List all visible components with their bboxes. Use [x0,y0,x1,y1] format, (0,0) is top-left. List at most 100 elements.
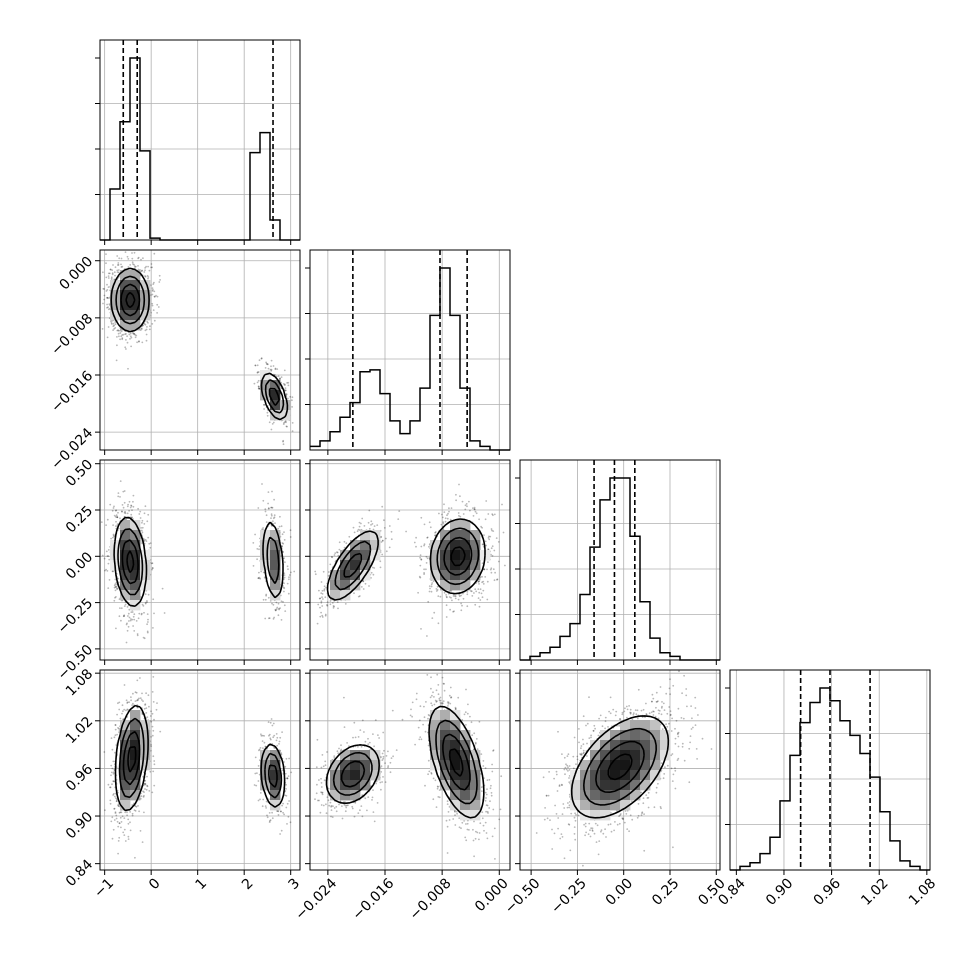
scatter-point [107,587,110,589]
scatter-point [440,702,443,705]
scatter-point [151,304,154,307]
scatter-point [153,319,156,322]
scatter-point [361,719,364,722]
scatter-point [113,327,116,330]
scatter-point [567,823,570,825]
scatter-point [677,731,680,734]
scatter-point [327,799,330,802]
scatter-point [488,807,491,809]
scatter-point [335,810,338,813]
scatter-point [548,771,550,773]
scatter-point [573,816,576,819]
y-tick-label: −0.25 [55,596,97,638]
scatter-point [117,805,120,807]
density-cell [330,770,341,781]
scatter-point [285,425,288,428]
scatter-point [671,753,674,755]
scatter-point [146,785,149,788]
scatter-point [666,725,669,728]
scatter-point [113,819,116,821]
scatter-point [131,516,134,519]
scatter-point [111,323,113,325]
scatter-point [315,766,318,769]
scatter-point [685,688,688,690]
density-cell [130,570,141,581]
scatter-point [431,617,434,619]
density-cell [430,730,441,741]
scatter-point [457,598,460,601]
scatter-point [379,566,382,569]
scatter-point [142,700,144,702]
scatter-point [285,393,288,396]
density-cell [430,750,441,761]
scatter-point [426,635,428,637]
scatter-point [141,526,144,529]
scatter-point [476,748,479,751]
scatter-point [344,603,347,605]
scatter-point [128,608,131,611]
scatter-point [327,571,330,573]
scatter-point [265,362,268,365]
density-cell [130,270,141,281]
scatter-point [282,802,284,805]
scatter-point [357,595,360,598]
scatter-point [568,769,571,771]
scatter-point [584,825,587,828]
scatter-point [123,834,126,836]
scatter-point [690,705,692,707]
scatter-point [473,508,476,511]
scatter-point [143,271,146,273]
scatter-point [367,796,370,798]
scatter-point [116,713,118,716]
scatter-point [652,710,654,713]
scatter-point [124,333,126,335]
scatter-point [489,535,492,538]
scatter-point [146,326,148,328]
pair-panel-1-2 [305,459,511,665]
scatter-point [586,722,589,725]
scatter-point [450,507,453,509]
scatter-point [434,534,436,537]
scatter-point [652,697,655,700]
scatter-point [138,810,141,813]
scatter-point [126,512,129,515]
scatter-point [625,705,628,708]
scatter-point [423,543,426,546]
scatter-point [372,811,375,813]
density-cell [340,550,351,561]
density-cell [460,800,471,811]
scatter-point [273,746,275,749]
scatter-point [136,341,139,344]
density-cell [130,520,141,531]
contour-line [607,753,633,781]
scatter-point [151,691,154,693]
scatter-point [137,698,139,701]
scatter-point [146,631,149,634]
density-cell [270,790,281,801]
density-cell [270,580,281,591]
scatter-point [289,529,292,532]
scatter-point [487,548,490,551]
scatter-point [282,443,285,446]
density-cell [450,730,461,741]
density-cell [370,760,381,771]
scatter-point [152,598,155,601]
scatter-point [124,512,127,515]
scatter-point [111,269,113,271]
scatter-point [472,839,475,842]
scatter-point [283,369,286,372]
scatter-point [288,578,290,581]
scatter-point [135,334,138,337]
scatter-point [289,395,292,398]
scatter-point [623,821,626,824]
scatter-point [481,790,483,792]
scatter-point [253,382,256,385]
scatter-point [451,599,453,602]
scatter-point [139,517,142,519]
scatter-point [353,531,356,534]
scatter-point [114,274,116,277]
scatter-point [280,810,282,813]
scatter-point [139,697,142,700]
scatter-point [270,506,272,509]
density-cell [590,780,601,791]
